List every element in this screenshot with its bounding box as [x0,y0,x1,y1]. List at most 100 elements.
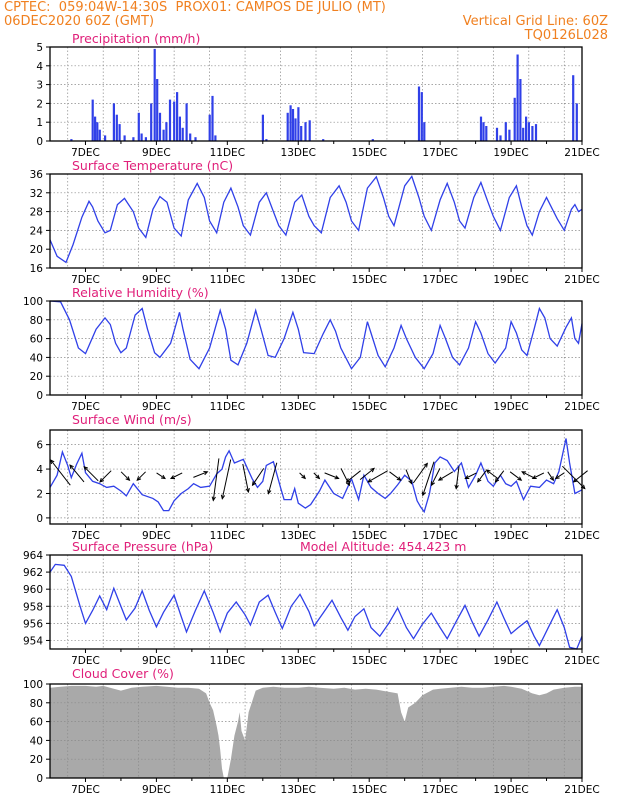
header-line-1: CPTEC: 059:04W-14:30S PROX01: CAMPOS DE … [4,0,386,15]
wind-arrow-head [345,481,350,487]
x-tick-label: 17DEC [422,784,457,796]
x-tick-label: 21DEC [564,147,599,159]
wind-arrow-head [531,475,537,479]
panel-0: Precipitation (mm/h) 0 1 2 3 4 5 7DEC 9DEC 11DEC 1… [36,31,599,159]
wind-arrow [547,471,554,481]
wind-arrow-head [554,474,560,480]
x-tick-label: 19DEC [493,655,528,667]
precipitation-bar [156,79,159,141]
precipitation-bar [504,122,507,141]
x-tick-label: 7DEC [71,274,100,286]
wind-arrow-head [370,467,376,473]
precipitation-bar [214,135,217,141]
model-altitude-label: Model Altitude: 454.423 m [300,539,466,554]
wind-arrow [367,470,388,483]
precipitation-bar [115,114,118,141]
wind-arrow [465,472,477,479]
wind-arrow-head [477,477,482,483]
wind-arrow-head [125,476,131,482]
wind-arrow [221,459,232,499]
precipitation-bar [297,107,300,141]
x-tick-label: 9DEC [142,274,171,286]
wind-arrow [389,471,402,481]
x-tick-label: 13DEC [281,401,316,413]
x-tick-label: 15DEC [351,784,386,796]
precipitation-bar [181,127,184,141]
x-tick-label: 11DEC [210,655,245,667]
wind-arrow [313,472,320,479]
precipitation-bar [173,101,176,141]
y-tick-label: 958 [23,601,43,613]
precipitation-bar [519,79,522,141]
wind-arrow-head [454,484,459,490]
wind-arrow [405,469,413,484]
precipitation-bar [304,122,307,141]
precipitation-bar [194,137,197,141]
panel-frame [49,173,583,269]
wind-arrow [412,463,428,484]
y-tick-label: 3 [36,80,43,92]
precipitation-bar [162,129,165,141]
x-tick-label: 9DEC [142,401,171,413]
y-tick-label: 80 [30,698,43,710]
wind-arrow-head [494,477,500,483]
precipitation-bar [158,112,162,141]
wind-arrow-head [136,476,142,482]
precipitation-bar [423,122,426,141]
wind-arrow [532,472,545,479]
header-model-code: TQ0126L028 [524,28,608,43]
precipitation-bar [265,139,268,141]
precipitation-bar [123,135,126,141]
wind-arrow-head [211,496,216,502]
x-tick-label: 11DEC [210,784,245,796]
precipitation-bar [291,109,295,141]
x-tick-label: 15DEC [351,147,386,159]
wind-arrow [193,471,208,478]
precipitation-bar [185,103,188,141]
precipitation-bar [294,118,297,141]
wind-arrow [99,470,112,483]
x-tick-label: 13DEC [281,274,316,286]
wind-arrow-head [423,462,428,468]
wind-arrow [324,472,339,479]
wind-arrow-head [485,469,491,474]
precipitation-bar [572,75,575,141]
precipitation-bar [534,124,538,141]
y-tick-label: 0 [36,773,43,785]
precipitation-bar [485,126,488,141]
wind-arrow-head [367,478,373,483]
x-tick-label: 15DEC [351,530,386,542]
wind-arrow [340,468,350,486]
panel-frame [49,429,583,525]
wind-arrow-head [430,481,435,487]
panel-title: Relative Humidity (%) [72,285,209,300]
wind-arrow-head [99,477,104,483]
y-tick-label: 4 [36,464,43,476]
x-tick-label: 21DEC [564,784,599,796]
panel-frame [49,554,583,650]
x-tick-label: 19DEC [493,274,528,286]
y-tick-label: 36 [30,169,44,181]
y-tick-label: 0 [36,513,43,525]
precipitation-bar [525,116,528,141]
panel-frame [49,683,583,779]
y-tick-label: 60 [30,334,43,346]
series-line [49,438,583,514]
x-tick-label: 17DEC [422,274,457,286]
y-tick-label: 28 [30,207,43,219]
precipitation-bar [208,114,211,141]
precipitation-bar [211,95,214,141]
x-tick-label: 11DEC [210,147,245,159]
x-tick-label: 7DEC [71,147,100,159]
x-tick-label: 13DEC [281,784,316,796]
x-tick-label: 7DEC [71,530,100,542]
wind-arrow [494,470,505,483]
precipitation-bar [132,137,135,141]
precipitation-bar [482,122,485,141]
y-tick-label: 1 [36,117,43,129]
wind-arrow [422,461,435,496]
wind-arrow [346,470,361,483]
precipitation-bar [261,114,264,141]
panel-2: Relative Humidity (%) 0 20 40 60 80 100 7DEC 9DE… [23,285,600,413]
wind-arrow-head [50,459,55,465]
